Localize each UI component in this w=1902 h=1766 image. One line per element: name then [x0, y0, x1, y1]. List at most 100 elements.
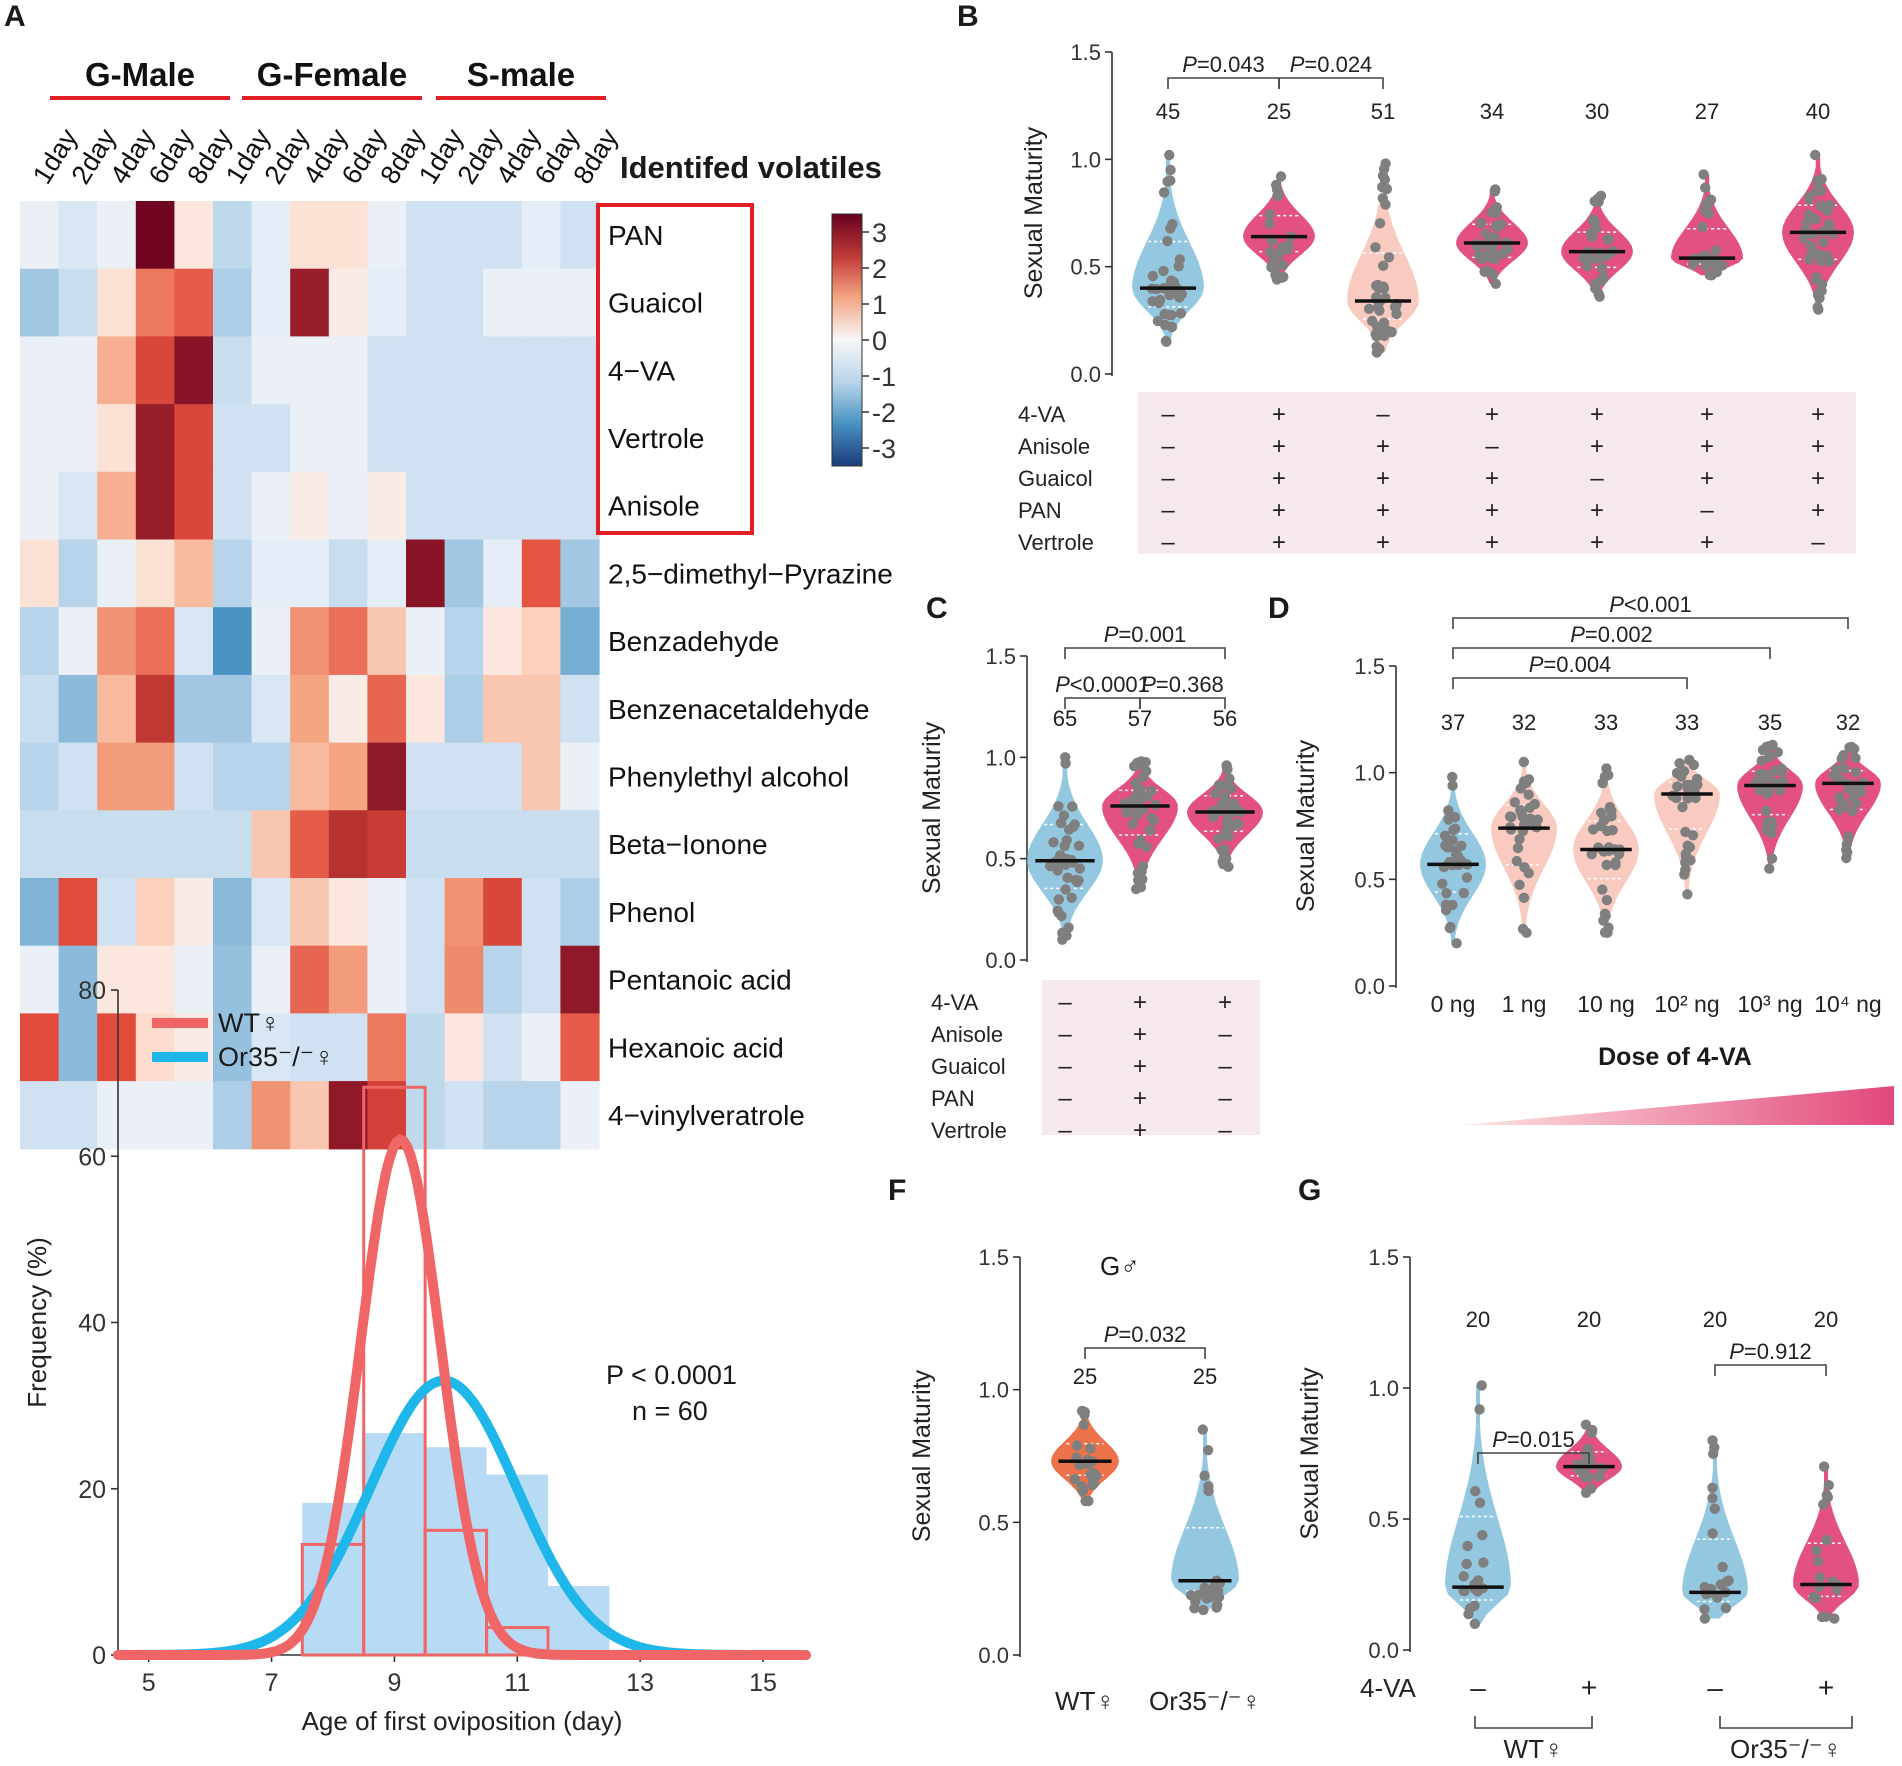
- data-point: [1699, 1604, 1710, 1615]
- heatmap-cell: [58, 201, 98, 270]
- data-point: [1372, 279, 1384, 291]
- data-point: [1147, 270, 1159, 282]
- heatmap-cell: [174, 810, 214, 879]
- treatment-sign: –: [1218, 1085, 1232, 1112]
- heatmap-cell: [251, 336, 291, 405]
- sample-size: 45: [1156, 99, 1180, 124]
- data-point: [1132, 787, 1144, 798]
- heatmap-cell: [406, 810, 446, 879]
- data-point: [1519, 862, 1530, 873]
- data-point: [1766, 853, 1778, 864]
- heatmap-cell: [521, 607, 561, 676]
- sample-size: 56: [1213, 706, 1237, 731]
- data-point: [1153, 297, 1165, 309]
- data-point: [1597, 250, 1609, 262]
- heatmap-cell: [328, 742, 368, 811]
- heatmap-cell: [560, 1081, 600, 1150]
- heatmap-cell: [135, 471, 175, 541]
- data-point: [1141, 766, 1152, 777]
- data-point: [1821, 1534, 1832, 1546]
- heatmap-cell: [328, 1081, 368, 1150]
- heatmap-cell: [251, 878, 291, 947]
- heatmap-cell: [290, 674, 330, 744]
- heatmap-cell: [406, 878, 446, 947]
- data-point: [1071, 1440, 1083, 1451]
- data-point: [1838, 800, 1850, 812]
- heatmap-cell: [213, 471, 253, 541]
- data-point: [1823, 1480, 1835, 1491]
- panel-b: B 0.0 0.5 1.0 1.5 Sexual Maturity 45 25 51 34 30 2…: [957, 0, 1856, 556]
- sample-size: 20: [1577, 1307, 1601, 1332]
- data-point: [1814, 249, 1826, 260]
- heatmap-cell: [135, 404, 175, 473]
- heatmap-cell: [406, 539, 446, 608]
- data-point: [1073, 875, 1084, 886]
- heatmap-cell: [135, 201, 175, 270]
- heatmap-cell: [20, 404, 60, 473]
- x-category-label: 10² ng: [1654, 991, 1719, 1017]
- treatment-label: PAN: [931, 1086, 975, 1111]
- heatmap-cell: [560, 471, 600, 541]
- data-point: [1185, 1590, 1197, 1601]
- data-point: [1383, 252, 1395, 263]
- data-point: [1462, 1540, 1473, 1552]
- heatmap-cell: [560, 878, 600, 947]
- y-tick-label: 0.5: [985, 847, 1016, 872]
- data-point: [1682, 889, 1693, 900]
- heatmap-cell: [406, 201, 446, 270]
- data-point: [1062, 872, 1073, 883]
- treatment-sign: –: [1058, 1117, 1072, 1144]
- data-point: [1814, 292, 1825, 304]
- heatmap-cell: [444, 878, 484, 947]
- data-point: [1610, 857, 1621, 868]
- data-point: [1370, 329, 1381, 340]
- y-tick-label: 0.5: [1070, 255, 1101, 280]
- heatmap-cell: [20, 1081, 60, 1150]
- data-point: [1607, 825, 1618, 836]
- data-point: [1476, 1380, 1487, 1391]
- heatmap-row-label: Phenol: [608, 897, 695, 928]
- heatmap-cell: [20, 878, 60, 947]
- sample-size: 32: [1512, 710, 1536, 735]
- data-point: [1512, 842, 1524, 854]
- data-point: [1704, 269, 1715, 281]
- p-value: P=0.015: [1492, 1427, 1575, 1452]
- data-point: [1473, 1575, 1484, 1586]
- heatmap-cell: [58, 268, 98, 337]
- data-point: [1761, 805, 1772, 817]
- data-point: [1808, 1592, 1819, 1603]
- heatmap-cell: [367, 674, 407, 744]
- data-point: [1045, 860, 1056, 872]
- violin-body: [1243, 176, 1315, 280]
- p-letter: P: [1609, 592, 1624, 617]
- heatmap-cell: [213, 201, 253, 270]
- treatment-sign: –: [1218, 1117, 1232, 1144]
- p-letter: P: [1492, 1427, 1507, 1452]
- y-tick-label: 1.5: [985, 644, 1016, 669]
- y-tick-label: 20: [78, 1476, 106, 1504]
- heatmap-cell: [444, 539, 484, 608]
- data-point: [1590, 283, 1601, 294]
- heatmap-cell: [367, 1013, 407, 1082]
- data-point: [1451, 938, 1462, 949]
- p-rest: =0.032: [1118, 1322, 1186, 1347]
- sample-size: 51: [1371, 99, 1395, 124]
- heatmap-cell: [213, 742, 253, 811]
- data-point: [1470, 1486, 1481, 1497]
- treatment-sign: –: [1590, 465, 1604, 492]
- data-point: [1518, 756, 1530, 768]
- data-point: [1447, 780, 1458, 791]
- data-point: [1058, 810, 1070, 821]
- p-value: P<0.001: [1609, 592, 1692, 617]
- dose-gradient-wedge: [1462, 1086, 1894, 1125]
- data-point: [1141, 791, 1153, 802]
- data-point: [1363, 303, 1375, 314]
- heatmap-cell: [406, 336, 446, 405]
- heatmap-cell: [406, 945, 446, 1014]
- treatment-sign: +: [1485, 401, 1499, 428]
- heatmap-cell: [251, 539, 291, 608]
- heatmap-cell: [213, 268, 253, 337]
- data-point: [1519, 821, 1531, 832]
- data-point: [1593, 1471, 1605, 1482]
